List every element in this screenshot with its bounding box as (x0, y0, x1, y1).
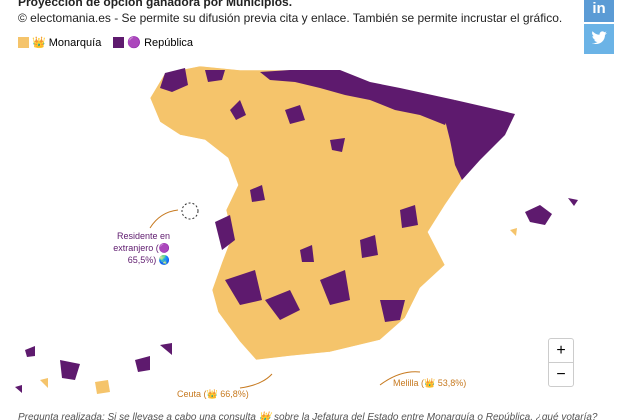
ceuta-label: Ceuta (👑 66,8%) (177, 389, 249, 399)
canary-islands (15, 343, 172, 394)
zoom-in[interactable]: + (549, 339, 573, 363)
legend-label: 🟣 República (127, 37, 194, 49)
legend-swatch (18, 37, 29, 48)
melilla-arrow (379, 371, 421, 386)
legend-item: 👑 Monarquía (18, 36, 101, 49)
twitter-icon (592, 31, 607, 45)
title: Proyección de opción ganadora por Munici… (18, 0, 293, 9)
abroad-marker (181, 202, 199, 220)
legend-item: 🟣 República (113, 36, 193, 49)
ceuta-arrow (239, 373, 273, 389)
abroad-arrow (149, 209, 179, 229)
zoom-control: + − (548, 338, 574, 387)
abroad-label: Residente en extranjero (🟣 65,5%) 🌏 (113, 231, 170, 265)
footer-question: Pregunta realizada: Si se llevase a cabo… (18, 412, 598, 420)
twitter-button[interactable] (584, 24, 614, 54)
legend: 👑 Monarquía 🟣 República (18, 36, 193, 49)
zoom-out[interactable]: − (556, 366, 566, 383)
legend-swatch (113, 37, 125, 48)
legend-label: 👑 Monarquía (32, 37, 102, 49)
subtitle: © electomania.es - Se permite su difusió… (18, 11, 563, 25)
peninsula (149, 65, 516, 361)
melilla-label: Melilla (👑 53,8%) (393, 378, 467, 388)
balearic-islands (510, 198, 578, 236)
linkedin-button[interactable]: in (584, 0, 614, 22)
